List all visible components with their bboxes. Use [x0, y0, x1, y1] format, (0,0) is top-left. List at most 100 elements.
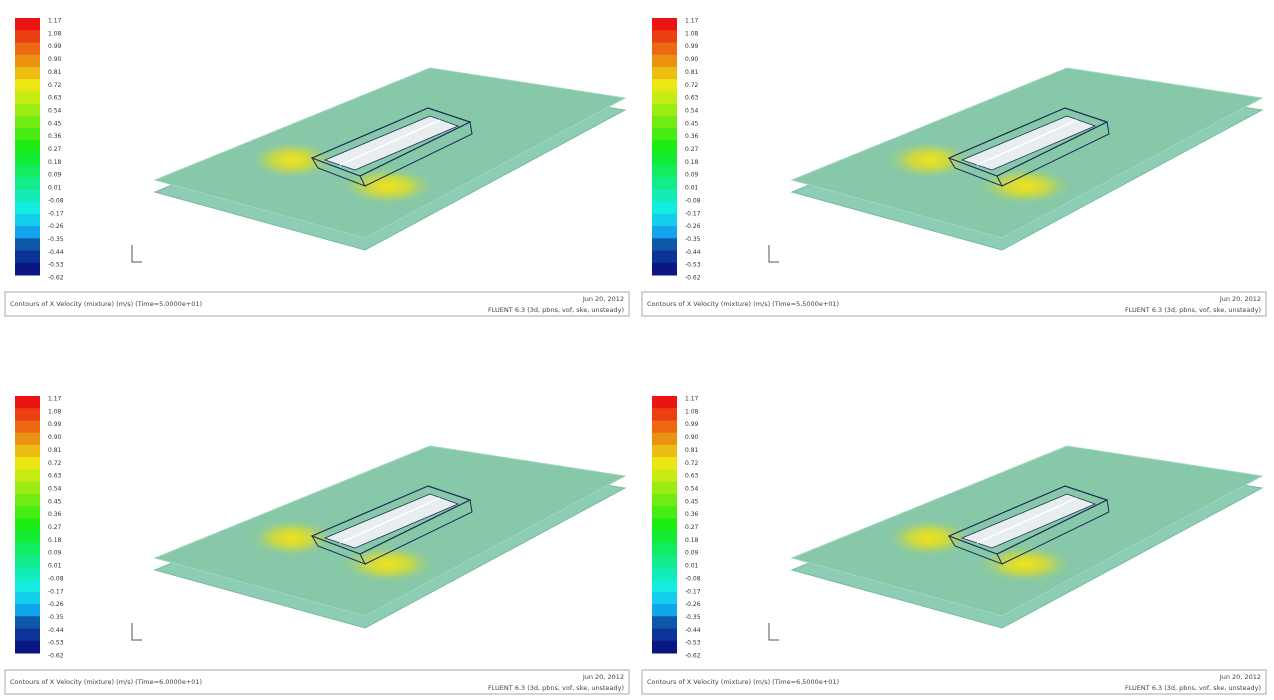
colorbar-block: [652, 213, 677, 227]
colorbar-label: -0.35: [48, 614, 64, 621]
colorbar-block: [652, 628, 677, 642]
colorbar-label: 0.99: [48, 421, 62, 428]
colorbar-label: -0.53: [685, 262, 701, 269]
colorbar-label: 0.90: [48, 434, 62, 441]
velocity-blob: [247, 140, 337, 180]
colorbar-block: [15, 579, 40, 593]
colorbar-label: -0.08: [48, 575, 64, 582]
colorbar-block: [652, 542, 677, 556]
colorbar-label: 0.09: [685, 172, 699, 179]
colorbar-label: 0.36: [48, 511, 62, 518]
solver: FLUENT 6.3 (3d, pbns, vof, ske, unsteady…: [1125, 306, 1261, 314]
date: Jun 20, 2012: [582, 295, 624, 303]
colorbar-label: 0.81: [48, 69, 62, 76]
colorbar-block: [15, 54, 40, 68]
colorbar-block: [15, 616, 40, 630]
colorbar-label: 0.63: [48, 473, 62, 480]
hull-side: [948, 157, 1004, 187]
colorbar-block: [15, 396, 40, 409]
colorbar-label: 1.17: [685, 18, 699, 25]
colorbar-label: -0.53: [685, 640, 701, 647]
colorbar-block: [652, 30, 677, 43]
colorbar-label: 0.90: [685, 56, 699, 63]
colorbar-block: [15, 518, 40, 532]
caption-box: [4, 291, 630, 317]
colorbar-block: [652, 177, 677, 190]
colorbar-block: [652, 238, 677, 252]
colorbar-label: 0.45: [685, 120, 699, 127]
colorbar-block: [15, 481, 40, 495]
hull-side: [948, 535, 1004, 565]
solver: FLUENT 6.3 (3d, pbns, vof, ske, unsteady…: [1125, 684, 1261, 692]
colorbar-label: -0.17: [48, 210, 64, 217]
colorbar-block: [652, 579, 677, 593]
colorbar-label: 1.08: [48, 408, 62, 415]
colorbar-block: [15, 591, 40, 605]
colorbar-block: [652, 152, 677, 166]
colorbar-label: 0.99: [685, 43, 699, 50]
colorbar-block: [15, 140, 40, 154]
colorbar-block: [652, 79, 677, 92]
colorbar-block: [652, 469, 677, 483]
velocity-blob: [975, 166, 1075, 206]
axis-triad: [131, 245, 142, 263]
colorbar-block: [652, 506, 677, 519]
colorbar-block: [15, 164, 40, 178]
hull-line: [976, 497, 1078, 544]
colorbar-label: 0.27: [685, 146, 699, 153]
colorbar-label: -0.26: [685, 601, 701, 608]
colorbar-block: [652, 432, 677, 446]
colorbar-block: [652, 128, 677, 141]
colorbar-label: 0.81: [685, 447, 699, 454]
colorbar-block: [652, 493, 677, 507]
date: Jun 20, 2012: [582, 673, 624, 681]
colorbar-label: 1.17: [685, 396, 699, 403]
colorbar-block: [652, 189, 677, 203]
colorbar-label: -0.44: [685, 627, 701, 634]
colorbar-block: [15, 457, 40, 470]
colorbar-label: -0.26: [48, 223, 64, 230]
colorbar-label: 0.81: [48, 447, 62, 454]
colorbar-label: 0.45: [48, 120, 62, 127]
colorbar-label: 0.18: [685, 159, 699, 166]
colorbar-label: -0.08: [685, 575, 701, 582]
colorbar-label: -0.08: [48, 197, 64, 204]
colorbar-block: [652, 518, 677, 532]
colorbar-block: [652, 567, 677, 581]
colorbar-label: 0.72: [48, 460, 62, 467]
colorbar-block: [15, 555, 40, 568]
colorbar-label: 0.27: [48, 524, 62, 531]
colorbar-block: [652, 591, 677, 605]
colorbar-label: -0.62: [685, 275, 701, 282]
colorbar-block: [652, 201, 677, 215]
caption: Contours of X Velocity (mixture) (m/s) (…: [10, 678, 202, 686]
hull-line: [339, 497, 441, 544]
colorbar-block: [652, 115, 677, 129]
colorbar-block: [15, 213, 40, 227]
colorbar-block: [15, 177, 40, 190]
colorbar-label: -0.17: [685, 588, 701, 595]
contour-panel: 1.17 1.08 0.99 0.90 0.81 0.72 0.63 0.54 0.45 0.36…: [641, 18, 1267, 317]
colorbar-label: -0.35: [685, 614, 701, 621]
velocity-blob: [338, 166, 438, 206]
hull-line: [976, 119, 1078, 166]
colorbar-label: 0.54: [685, 485, 699, 492]
colorbar-block: [15, 469, 40, 483]
colorbar-block: [15, 506, 40, 519]
colorbar-block: [652, 164, 677, 178]
colorbar-block: [652, 408, 677, 421]
colorbar-block: [15, 79, 40, 92]
colorbar-label: 1.08: [685, 408, 699, 415]
caption: Contours of X Velocity (mixture) (m/s) (…: [647, 300, 839, 308]
colorbar-label: 0.45: [685, 498, 699, 505]
colorbar-block: [652, 420, 677, 434]
hull-line: [339, 119, 441, 166]
colorbar-label: -0.44: [685, 249, 701, 256]
colorbar-block: [15, 262, 40, 276]
colorbar-block: [652, 457, 677, 470]
colorbar-label: 0.01: [48, 563, 62, 570]
solver: FLUENT 6.3 (3d, pbns, vof, ske, unsteady…: [488, 684, 624, 692]
hull-side: [311, 535, 367, 565]
colorbar-label: 0.72: [48, 82, 62, 89]
colorbar-label: 0.63: [685, 95, 699, 102]
